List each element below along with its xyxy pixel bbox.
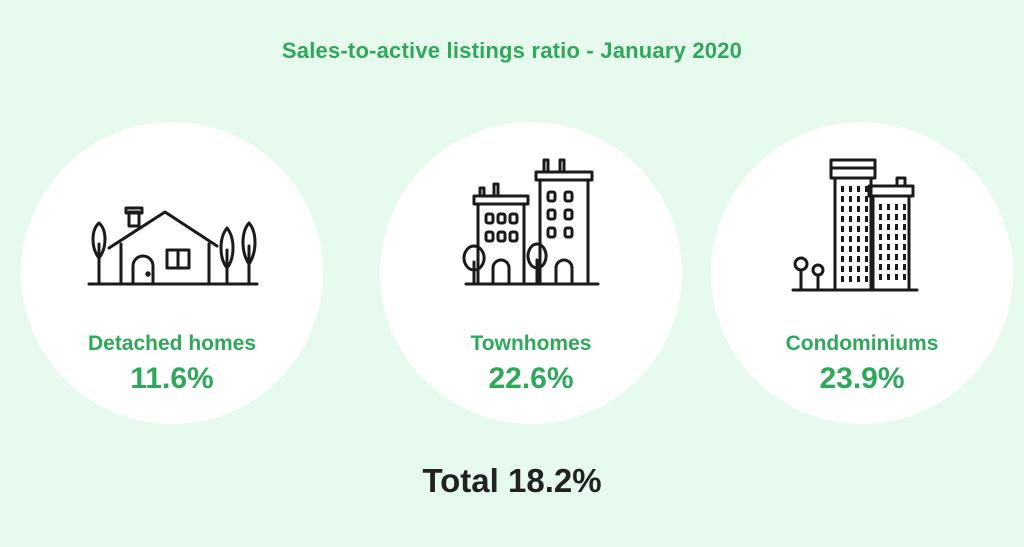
window-icon <box>849 236 852 242</box>
window-icon <box>879 214 882 220</box>
window-icon <box>849 276 852 282</box>
window-icon <box>895 224 898 230</box>
card-label: Townhomes <box>470 332 592 355</box>
window-icon <box>895 264 898 270</box>
window-icon <box>857 186 860 192</box>
townhomes-card: Townhomes 22.6% <box>380 122 682 424</box>
card-value: 11.6% <box>130 362 214 395</box>
window-icon <box>865 256 868 262</box>
window-icon <box>887 254 890 260</box>
window-icon <box>903 244 906 250</box>
window-icon <box>887 224 890 230</box>
window-icon <box>903 264 906 270</box>
window-icon <box>865 246 868 252</box>
townhouses-icon <box>462 158 600 286</box>
window-icon <box>849 216 852 222</box>
window-icon <box>887 234 890 240</box>
window-icon <box>865 276 868 282</box>
card-label: Condominiums <box>785 332 939 355</box>
window-icon <box>841 256 844 262</box>
total-value: Total 18.2% <box>422 462 602 499</box>
window-icon <box>903 204 906 210</box>
window-icon <box>841 246 844 252</box>
window-icon <box>903 274 906 280</box>
window-icon <box>887 204 890 210</box>
window-icon <box>865 236 868 242</box>
window-icon <box>903 234 906 240</box>
window-icon <box>849 266 852 272</box>
condo-towers-icon <box>791 158 919 292</box>
window-icon <box>857 266 860 272</box>
window-icon <box>849 246 852 252</box>
window-icon <box>841 196 844 202</box>
window-icon <box>857 216 860 222</box>
window-icon <box>879 244 882 250</box>
window-icon <box>849 206 852 212</box>
window-icon <box>849 196 852 202</box>
window-icon <box>857 256 860 262</box>
window-icon <box>857 246 860 252</box>
window-icon <box>857 276 860 282</box>
window-icon <box>887 214 890 220</box>
window-icon <box>857 226 860 232</box>
window-icon <box>865 206 868 212</box>
window-icon <box>841 266 844 272</box>
window-icon <box>903 224 906 230</box>
card-value: 23.9% <box>819 362 905 395</box>
window-icon <box>841 206 844 212</box>
window-icon <box>895 244 898 250</box>
window-icon <box>879 224 882 230</box>
page-title: Sales-to-active listings ratio - January… <box>281 38 743 63</box>
window-icon <box>857 206 860 212</box>
window-icon <box>903 214 906 220</box>
window-icon <box>879 254 882 260</box>
window-icon <box>865 226 868 232</box>
card-label: Detached homes <box>87 332 257 355</box>
window-icon <box>865 196 868 202</box>
window-icon <box>849 226 852 232</box>
window-icon <box>895 254 898 260</box>
window-icon <box>841 276 844 282</box>
window-icon <box>879 234 882 240</box>
window-icon <box>895 274 898 280</box>
window-icon <box>841 186 844 192</box>
window-icon <box>849 186 852 192</box>
window-icon <box>849 256 852 262</box>
window-icon <box>903 254 906 260</box>
window-icon <box>895 204 898 210</box>
window-icon <box>895 214 898 220</box>
window-icon <box>887 264 890 270</box>
window-icon <box>865 186 868 192</box>
window-icon <box>841 226 844 232</box>
window-icon <box>879 274 882 280</box>
detached-homes-card: Detached homes 11.6% <box>21 122 323 424</box>
window-icon <box>887 244 890 250</box>
window-icon <box>879 264 882 270</box>
window-icon <box>865 266 868 272</box>
condominiums-card: Condominiums 23.9% <box>711 122 1013 424</box>
house-icon <box>87 206 259 286</box>
window-icon <box>895 234 898 240</box>
window-icon <box>857 236 860 242</box>
window-icon <box>857 196 860 202</box>
window-icon <box>879 204 882 210</box>
window-icon <box>887 274 890 280</box>
window-icon <box>865 216 868 222</box>
window-icon <box>841 236 844 242</box>
card-value: 22.6% <box>488 362 574 395</box>
window-icon <box>841 216 844 222</box>
